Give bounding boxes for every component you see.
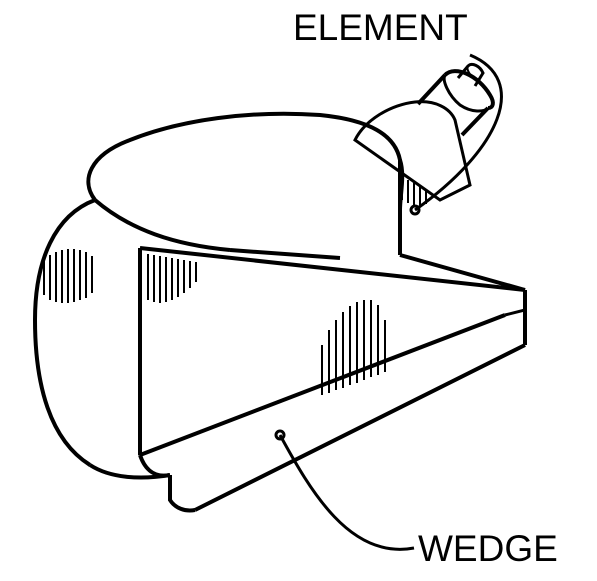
hatching <box>44 178 426 395</box>
diagram-svg <box>0 0 597 581</box>
wedge-outline <box>140 248 525 511</box>
element-outline <box>355 64 493 200</box>
diagram-container: ELEMENT WEDGE <box>0 0 597 581</box>
label-element: ELEMENT <box>293 7 468 49</box>
label-wedge: WEDGE <box>418 528 558 570</box>
leader-wedge <box>276 431 414 549</box>
